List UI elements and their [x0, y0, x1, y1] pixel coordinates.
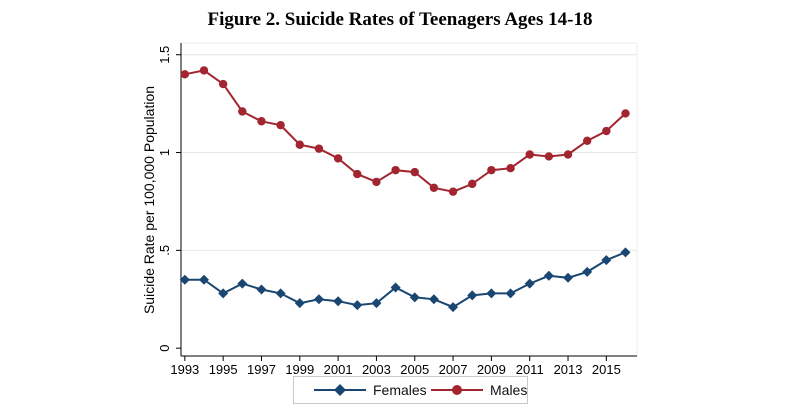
data-point-females: [582, 266, 593, 277]
data-point-males: [238, 107, 247, 116]
data-point-males: [448, 187, 458, 196]
data-point-males: [180, 70, 190, 79]
data-point-males: [544, 152, 554, 161]
data-point-males: [563, 150, 573, 159]
data-point-females: [313, 294, 324, 305]
data-point-males: [314, 144, 324, 153]
data-point-females: [237, 278, 248, 289]
data-point-females: [486, 288, 497, 299]
data-point-females: [256, 284, 267, 295]
x-tick-label: 1997: [247, 362, 276, 377]
data-point-females: [563, 272, 574, 283]
y-tick-label: .5: [157, 245, 172, 256]
data-point-females: [179, 274, 190, 285]
x-tick-label: 1993: [170, 362, 199, 377]
data-point-males: [391, 165, 400, 175]
data-point-females: [294, 298, 305, 309]
data-point-females: [543, 270, 554, 281]
legend-item-males: Males: [431, 377, 527, 403]
data-point-males: [199, 66, 209, 75]
data-point-females: [218, 288, 229, 299]
data-point-males: [333, 154, 343, 163]
data-point-males: [372, 177, 381, 187]
data-point-males: [487, 165, 496, 175]
x-tick-label: 2009: [477, 362, 506, 377]
x-tick-label: 2011: [516, 362, 544, 377]
data-point-females: [448, 302, 459, 313]
data-point-males: [468, 179, 477, 189]
data-point-males: [257, 117, 266, 126]
series-layer: [179, 66, 631, 313]
data-point-females: [428, 294, 439, 305]
legend-symbol-males: [431, 385, 483, 395]
y-ticks: 0 .5 1 1.5: [157, 46, 181, 352]
data-point-females: [524, 278, 535, 289]
x-tick-label: 2001: [324, 362, 353, 377]
gridlines: [181, 54, 637, 251]
data-point-females: [198, 274, 209, 285]
x-tick-label: 2015: [592, 362, 621, 377]
data-point-males: [525, 150, 534, 159]
x-tick-label: 2007: [439, 362, 468, 377]
data-point-males: [429, 183, 439, 192]
data-point-males: [506, 164, 515, 173]
data-point-females: [352, 300, 363, 311]
data-point-males: [218, 79, 228, 89]
data-point-females: [371, 298, 382, 309]
legend: Females Males: [293, 376, 528, 404]
data-point-females: [620, 247, 631, 258]
data-point-males: [582, 136, 592, 146]
data-point-males: [621, 109, 630, 118]
data-point-females: [409, 292, 420, 303]
y-tick-label: 1.5: [157, 46, 172, 64]
data-point-females: [505, 288, 516, 299]
y-tick-label: 1: [157, 149, 172, 156]
data-point-males: [602, 126, 611, 136]
data-point-females: [275, 288, 286, 299]
y-tick-label: 0: [157, 345, 172, 352]
x-tick-label: 2003: [362, 362, 391, 377]
data-point-males: [410, 167, 419, 177]
plot-area: [180, 42, 638, 357]
y-axis-label: Suicide Rate per 100,000 Population: [141, 86, 157, 314]
data-point-males: [295, 140, 304, 149]
x-tick-label: 1999: [285, 362, 314, 377]
data-point-females: [333, 296, 344, 307]
legend-symbol-females: [314, 384, 366, 396]
legend-item-females: Females: [314, 377, 427, 403]
data-point-males: [276, 120, 285, 130]
legend-label-males: Males: [490, 382, 528, 398]
x-tick-label: 1995: [209, 362, 238, 377]
data-point-females: [601, 255, 612, 266]
x-tick-label: 2005: [400, 362, 429, 377]
chart-title: Figure 2. Suicide Rates of Teenagers Age…: [207, 9, 593, 30]
data-point-males: [353, 169, 362, 179]
data-point-females: [467, 290, 478, 301]
data-point-females: [390, 282, 401, 293]
x-ticks: 1993 1995 1997 1999 2001 2003 2005 2007 2009 2011…: [170, 356, 621, 377]
legend-label-females: Females: [373, 382, 427, 398]
x-tick-label: 2013: [554, 362, 583, 377]
